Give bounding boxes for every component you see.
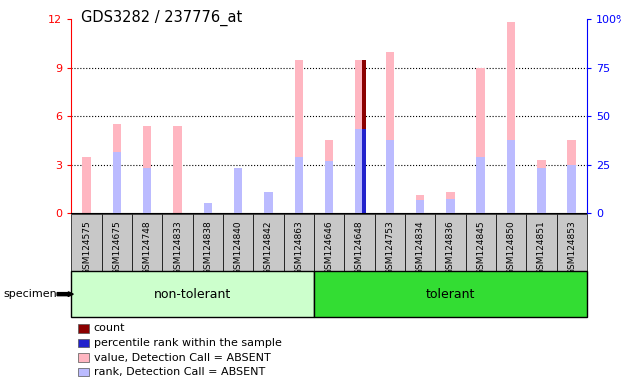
- Bar: [265, 205, 273, 213]
- Bar: [265, 192, 273, 213]
- Bar: [355, 60, 364, 213]
- Bar: [361, 129, 366, 213]
- Text: GSM124646: GSM124646: [325, 221, 333, 275]
- Text: GSM124648: GSM124648: [355, 221, 364, 275]
- Bar: [537, 168, 546, 213]
- Text: GSM124748: GSM124748: [143, 221, 152, 275]
- Bar: [193, 214, 223, 271]
- Bar: [314, 271, 587, 317]
- Bar: [83, 157, 91, 213]
- Text: GSM124850: GSM124850: [507, 221, 515, 275]
- Bar: [325, 161, 333, 213]
- Bar: [234, 168, 242, 213]
- Bar: [294, 157, 303, 213]
- Bar: [405, 214, 435, 271]
- Bar: [71, 214, 102, 271]
- Text: GSM124753: GSM124753: [385, 221, 394, 275]
- Text: count: count: [94, 323, 125, 333]
- Bar: [355, 129, 364, 213]
- Text: GSM124845: GSM124845: [476, 221, 485, 275]
- Bar: [386, 141, 394, 213]
- Bar: [507, 141, 515, 213]
- Bar: [568, 165, 576, 213]
- Text: GSM124863: GSM124863: [294, 221, 303, 275]
- Bar: [143, 168, 152, 213]
- Text: GSM124836: GSM124836: [446, 221, 455, 275]
- Bar: [204, 210, 212, 213]
- Bar: [476, 68, 485, 213]
- Bar: [234, 168, 242, 213]
- Bar: [325, 141, 333, 213]
- Bar: [112, 124, 121, 213]
- Bar: [162, 214, 193, 271]
- Bar: [416, 195, 424, 213]
- Text: GSM124853: GSM124853: [567, 221, 576, 275]
- Text: GSM124851: GSM124851: [537, 221, 546, 275]
- Bar: [314, 214, 344, 271]
- Text: percentile rank within the sample: percentile rank within the sample: [94, 338, 282, 348]
- Bar: [173, 126, 182, 213]
- Bar: [416, 200, 424, 213]
- Bar: [526, 214, 556, 271]
- Bar: [284, 214, 314, 271]
- Text: tolerant: tolerant: [426, 288, 475, 301]
- Bar: [253, 214, 284, 271]
- Bar: [344, 214, 374, 271]
- Bar: [556, 214, 587, 271]
- Bar: [361, 60, 366, 213]
- Text: GSM124842: GSM124842: [264, 221, 273, 275]
- Bar: [476, 157, 485, 213]
- Text: GSM124838: GSM124838: [203, 221, 212, 275]
- Bar: [374, 214, 405, 271]
- Text: GSM124833: GSM124833: [173, 221, 182, 275]
- Bar: [204, 204, 212, 213]
- Bar: [537, 160, 546, 213]
- Bar: [466, 214, 496, 271]
- Text: non-tolerant: non-tolerant: [154, 288, 231, 301]
- Text: GSM124575: GSM124575: [82, 221, 91, 275]
- Text: value, Detection Call = ABSENT: value, Detection Call = ABSENT: [94, 353, 271, 362]
- Bar: [386, 51, 394, 213]
- Bar: [435, 214, 466, 271]
- Bar: [294, 60, 303, 213]
- Bar: [102, 214, 132, 271]
- Text: GSM124675: GSM124675: [112, 221, 121, 275]
- Text: specimen: specimen: [3, 289, 57, 299]
- Bar: [507, 22, 515, 213]
- Bar: [223, 214, 253, 271]
- Bar: [446, 192, 455, 213]
- Text: GSM124834: GSM124834: [415, 221, 425, 275]
- Text: rank, Detection Call = ABSENT: rank, Detection Call = ABSENT: [94, 367, 265, 377]
- Bar: [568, 141, 576, 213]
- Bar: [112, 152, 121, 213]
- Bar: [71, 271, 314, 317]
- Text: GSM124840: GSM124840: [233, 221, 243, 275]
- Bar: [143, 126, 152, 213]
- Bar: [446, 199, 455, 213]
- Text: GDS3282 / 237776_at: GDS3282 / 237776_at: [81, 10, 242, 26]
- Bar: [132, 214, 162, 271]
- Bar: [496, 214, 526, 271]
